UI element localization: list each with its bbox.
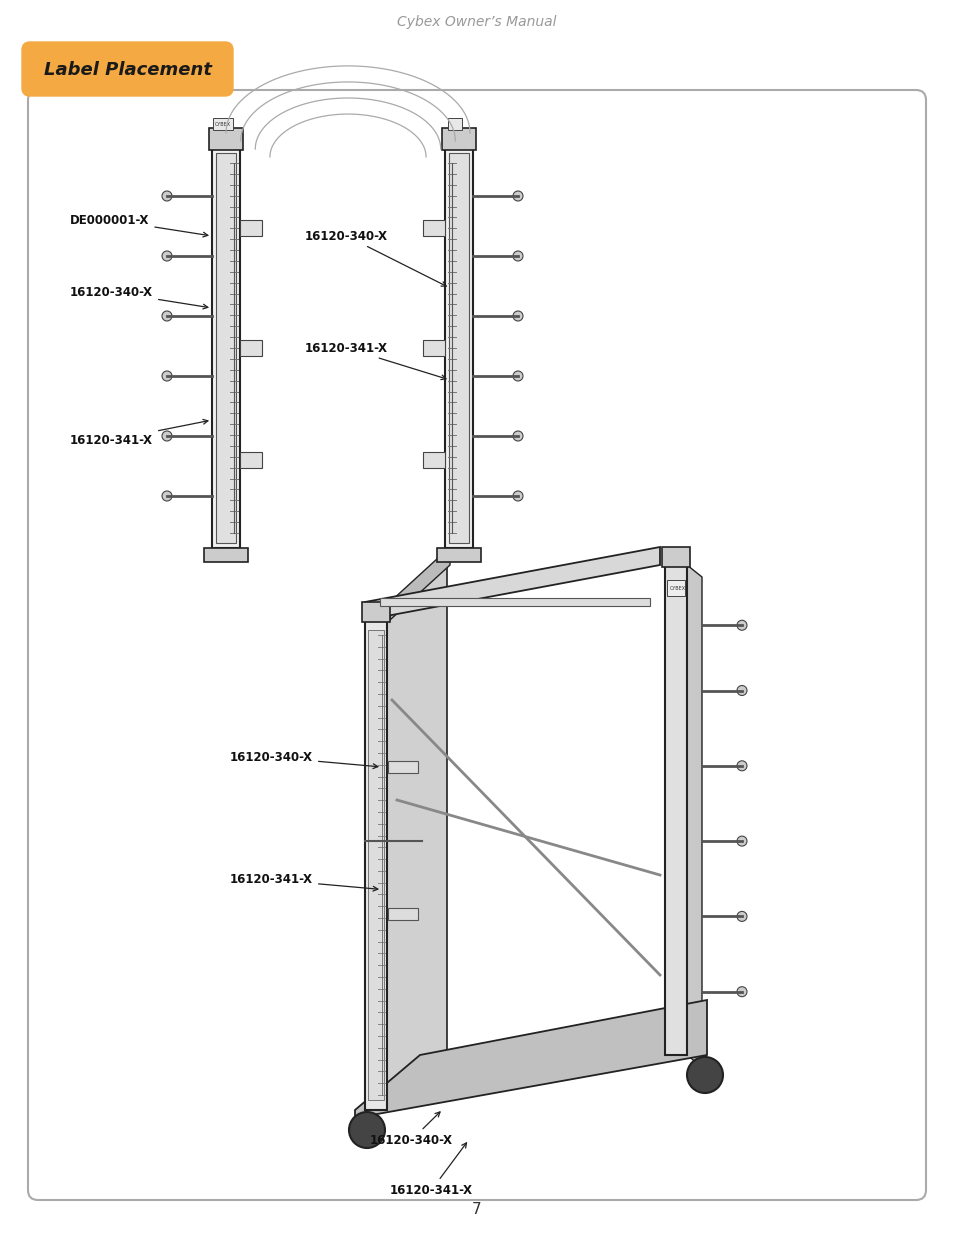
Text: DE000001-X: DE000001-X xyxy=(70,214,208,237)
Bar xyxy=(379,598,649,606)
Circle shape xyxy=(162,492,172,501)
Bar xyxy=(209,128,243,149)
Text: 7: 7 xyxy=(472,1203,481,1218)
Polygon shape xyxy=(355,1000,706,1118)
Polygon shape xyxy=(365,547,659,620)
Circle shape xyxy=(349,1112,385,1149)
Bar xyxy=(368,630,384,1100)
Text: 16120-341-X: 16120-341-X xyxy=(390,1142,473,1197)
Bar xyxy=(422,340,444,356)
Circle shape xyxy=(162,311,172,321)
Circle shape xyxy=(513,370,522,382)
Text: CYBEX: CYBEX xyxy=(669,585,685,590)
Circle shape xyxy=(737,911,746,921)
Bar xyxy=(240,452,262,468)
Text: CYBEX: CYBEX xyxy=(214,121,231,126)
Circle shape xyxy=(513,431,522,441)
Circle shape xyxy=(737,620,746,630)
Bar xyxy=(212,148,240,548)
Bar xyxy=(240,220,262,236)
Bar xyxy=(215,153,235,543)
Bar xyxy=(365,620,387,1110)
Circle shape xyxy=(737,685,746,695)
Circle shape xyxy=(513,191,522,201)
Text: 16120-340-X: 16120-340-X xyxy=(230,751,377,768)
Bar xyxy=(449,153,469,543)
Text: 16120-340-X: 16120-340-X xyxy=(70,285,208,309)
Bar xyxy=(388,761,417,773)
FancyBboxPatch shape xyxy=(22,42,233,96)
Bar xyxy=(422,452,444,468)
FancyBboxPatch shape xyxy=(28,90,925,1200)
Circle shape xyxy=(737,761,746,771)
Bar xyxy=(448,119,461,130)
Text: 16120-340-X: 16120-340-X xyxy=(370,1112,453,1146)
Bar xyxy=(664,564,686,1055)
Text: Label Placement: Label Placement xyxy=(44,61,212,79)
Bar xyxy=(444,148,473,548)
Bar xyxy=(361,601,390,622)
Bar xyxy=(240,340,262,356)
Circle shape xyxy=(737,836,746,846)
Circle shape xyxy=(162,191,172,201)
Circle shape xyxy=(162,251,172,261)
Text: 16120-341-X: 16120-341-X xyxy=(305,342,446,379)
Bar xyxy=(213,119,233,130)
Circle shape xyxy=(513,251,522,261)
Polygon shape xyxy=(390,547,450,620)
Text: Cybex Owner’s Manual: Cybex Owner’s Manual xyxy=(396,15,557,28)
Text: 16120-341-X: 16120-341-X xyxy=(70,420,208,447)
Text: 16120-340-X: 16120-340-X xyxy=(305,230,446,287)
Bar xyxy=(441,128,476,149)
Bar xyxy=(204,548,248,562)
Circle shape xyxy=(162,370,172,382)
Bar xyxy=(422,220,444,236)
Polygon shape xyxy=(686,564,701,1067)
Circle shape xyxy=(686,1057,722,1093)
Circle shape xyxy=(513,492,522,501)
Bar xyxy=(666,580,684,597)
Bar xyxy=(436,548,480,562)
Circle shape xyxy=(513,311,522,321)
Circle shape xyxy=(737,987,746,997)
Polygon shape xyxy=(387,564,447,1110)
Circle shape xyxy=(162,431,172,441)
Bar xyxy=(388,908,417,920)
Text: 16120-341-X: 16120-341-X xyxy=(230,873,377,892)
Bar xyxy=(661,547,689,567)
